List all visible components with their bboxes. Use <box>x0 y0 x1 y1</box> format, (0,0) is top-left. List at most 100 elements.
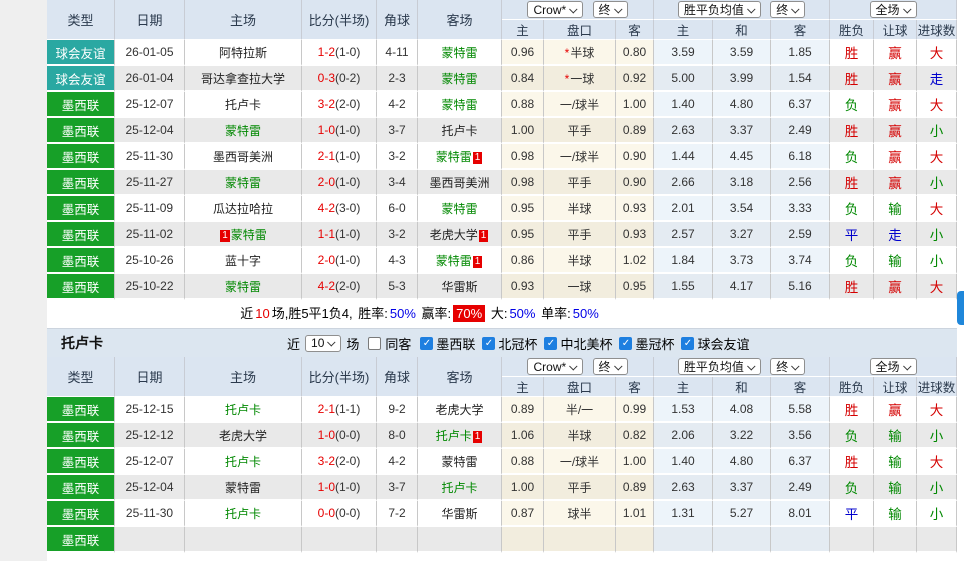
result-wdl-cell: 平 <box>830 222 875 248</box>
score-cell: 4-2(3-0) <box>302 196 377 222</box>
summary-handrate-badge: 70% <box>453 305 486 322</box>
match-row: 墨西联 25-12-07 托卢卡 3-2(2-0) 4-2 蒙特雷 0.88 一… <box>47 449 958 475</box>
corner-cell: 3-4 <box>377 170 418 196</box>
team-name: 蒙特雷 <box>441 71 478 86</box>
odds-home-cell: 0.95 <box>502 196 544 222</box>
scrollbar-thumb[interactable] <box>957 291 964 325</box>
result-goals-cell: 小 <box>917 170 958 196</box>
halftime-score: (1-0) <box>335 253 361 267</box>
mean-type-select[interactable]: 胜平负均值 <box>677 1 761 18</box>
odds-company-select[interactable]: Crow* <box>527 358 584 375</box>
col-header-mean-away: 客 <box>771 377 831 397</box>
scope-controls: 全场 <box>830 357 958 377</box>
corner-cell: 4-2 <box>377 449 418 475</box>
corner-cell: 7-2 <box>377 501 418 527</box>
result-goals-cell: 大 <box>917 92 958 118</box>
result-goals-cell: 小 <box>917 222 958 248</box>
away-team-cell: 蒙特雷 1 <box>418 248 502 274</box>
mean-away-cell: 6.18 <box>771 144 831 170</box>
result-wdl-cell: 平 <box>830 501 875 527</box>
home-team-cell: 老虎大学 <box>185 423 302 449</box>
league-checkbox-concacaf[interactable]: ✓ <box>544 336 558 350</box>
date-cell: 26-01-04 <box>115 66 185 92</box>
col-header-away: 客场 <box>418 0 502 40</box>
same-away-label: 同客 <box>385 336 412 352</box>
score-cell: 1-1(1-0) <box>302 222 377 248</box>
date-cell <box>115 527 185 553</box>
fulltime-score: 1-0 <box>317 123 335 137</box>
league-type-cell: 墨西联 <box>47 248 115 274</box>
fulltime-score: 4-2 <box>317 201 335 215</box>
check-icon: ✓ <box>484 337 494 349</box>
same-away-checkbox[interactable] <box>368 336 382 350</box>
halftime-score: (1-1) <box>335 402 361 416</box>
score-cell: 2-0(1-0) <box>302 170 377 196</box>
filter-controls: 近 10 场 同客 ✓ 墨西联 ✓ 北冠杯 ✓ 中北美杯 ✓ 墨冠杯 ✓ 球会友谊 <box>285 329 749 357</box>
team-name: 蒙特雷 <box>230 227 267 242</box>
summary-handrate-label: 赢率: <box>421 306 452 321</box>
league-checkbox-mexcup[interactable]: ✓ <box>619 336 633 350</box>
odds-home-cell: 0.88 <box>502 449 544 475</box>
league-type-cell: 墨西联 <box>47 274 115 300</box>
team-name: 蒙特雷 <box>435 149 472 164</box>
date-cell: 25-10-22 <box>115 274 185 300</box>
chevron-down-icon <box>902 361 912 371</box>
odds-company-select[interactable]: Crow* <box>527 1 584 18</box>
league-checkbox-label: 中北美杯 <box>560 336 613 352</box>
match-row: 墨西联 25-10-26 蓝十字 2-0(1-0) 4-3 蒙特雷 1 0.86 … <box>47 248 958 274</box>
score-cell: 2-0(1-0) <box>302 248 377 274</box>
result-wdl-cell: 负 <box>830 196 875 222</box>
mean-home-cell: 2.66 <box>654 170 714 196</box>
col-header-date: 日期 <box>115 357 185 397</box>
home-team-cell: 蓝十字 <box>185 248 302 274</box>
date-cell: 25-11-09 <box>115 196 185 222</box>
mean-state-select[interactable]: 终 <box>770 358 806 375</box>
red-card-badge: 1 <box>472 255 483 268</box>
mean-draw-cell: 4.80 <box>713 449 772 475</box>
odds-home-cell: 0.89 <box>502 397 544 423</box>
match-row: 墨西联 25-11-27 蒙特雷 2-0(1-0) 3-4 墨西哥美洲 0.98… <box>47 170 958 196</box>
team-name: 托卢卡 <box>441 480 478 495</box>
league-type-cell: 墨西联 <box>47 92 115 118</box>
col-header-home: 主场 <box>185 0 302 40</box>
halftime-score: (0-0) <box>335 428 361 442</box>
left-gutter <box>0 0 47 561</box>
result-wdl-cell: 胜 <box>830 170 875 196</box>
handicap-cell: 半/一 <box>544 397 616 423</box>
mean-state-select[interactable]: 终 <box>770 1 806 18</box>
team-name: 托卢卡 <box>224 454 261 469</box>
odds-state-select[interactable]: 终 <box>592 358 628 375</box>
col-header-mean-draw: 和 <box>713 377 772 397</box>
mean-type-select[interactable]: 胜平负均值 <box>677 358 761 375</box>
games-label: 场 <box>346 336 360 352</box>
halftime-score: (2-0) <box>335 279 361 293</box>
red-card-badge: 1 <box>478 229 489 242</box>
summary-winrate: 50% <box>389 306 416 321</box>
result-wdl-cell: 胜 <box>830 66 875 92</box>
odds-state-select[interactable]: 终 <box>592 1 628 18</box>
odds-controls: Crow* 终 <box>502 0 655 20</box>
scope-select[interactable]: 全场 <box>869 358 917 375</box>
result-goals-cell: 大 <box>917 40 958 66</box>
league-checkbox-northcup[interactable]: ✓ <box>482 336 496 350</box>
score-cell: 1-2(1-0) <box>302 40 377 66</box>
games-count-select[interactable]: 10 <box>305 334 342 352</box>
result-goals-cell: 大 <box>917 144 958 170</box>
league-type-cell: 墨西联 <box>47 449 115 475</box>
fulltime-score: 1-0 <box>317 480 335 494</box>
mean-home-cell: 2.57 <box>654 222 714 248</box>
league-checkbox-friendly[interactable]: ✓ <box>681 336 695 350</box>
home-team-cell: 墨西哥美洲 <box>185 144 302 170</box>
odds-home-cell: 0.96 <box>502 40 544 66</box>
league-checkbox-mexliga[interactable]: ✓ <box>420 336 434 350</box>
match-row: 墨西联 25-10-22 蒙特雷 4-2(2-0) 5-3 华雷斯 0.93 一… <box>47 274 958 300</box>
team-name: 老虎大学 <box>429 227 478 242</box>
scope-select[interactable]: 全场 <box>869 1 917 18</box>
team-name: 蒙特雷 <box>224 123 261 138</box>
mean-draw-cell: 3.22 <box>713 423 772 449</box>
summary-winrate-label: 胜率: <box>358 306 388 321</box>
mean-away-cell: 2.59 <box>771 222 831 248</box>
odds-home-cell: 0.93 <box>502 274 544 300</box>
mean-away-cell: 3.33 <box>771 196 831 222</box>
col-header-mean-home: 主 <box>654 377 714 397</box>
